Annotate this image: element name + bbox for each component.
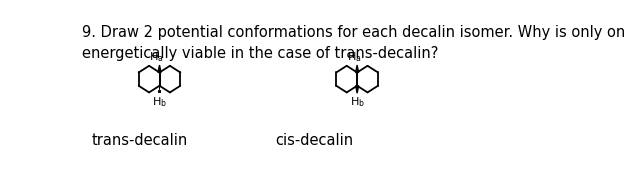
Polygon shape	[158, 65, 161, 72]
Polygon shape	[356, 86, 359, 93]
Text: trans-decalin: trans-decalin	[92, 133, 188, 148]
Text: H$_\mathregular{a}$: H$_\mathregular{a}$	[347, 50, 361, 64]
Text: H$_\mathregular{b}$: H$_\mathregular{b}$	[349, 95, 364, 109]
Polygon shape	[356, 65, 359, 72]
Text: 9. Draw 2 potential conformations for each decalin isomer. Why is only one confo: 9. Draw 2 potential conformations for ea…	[82, 25, 625, 61]
Text: H$_\mathregular{b}$: H$_\mathregular{b}$	[152, 95, 167, 109]
Text: cis-decalin: cis-decalin	[276, 133, 354, 148]
Text: H$_\mathregular{a}$: H$_\mathregular{a}$	[149, 50, 164, 64]
